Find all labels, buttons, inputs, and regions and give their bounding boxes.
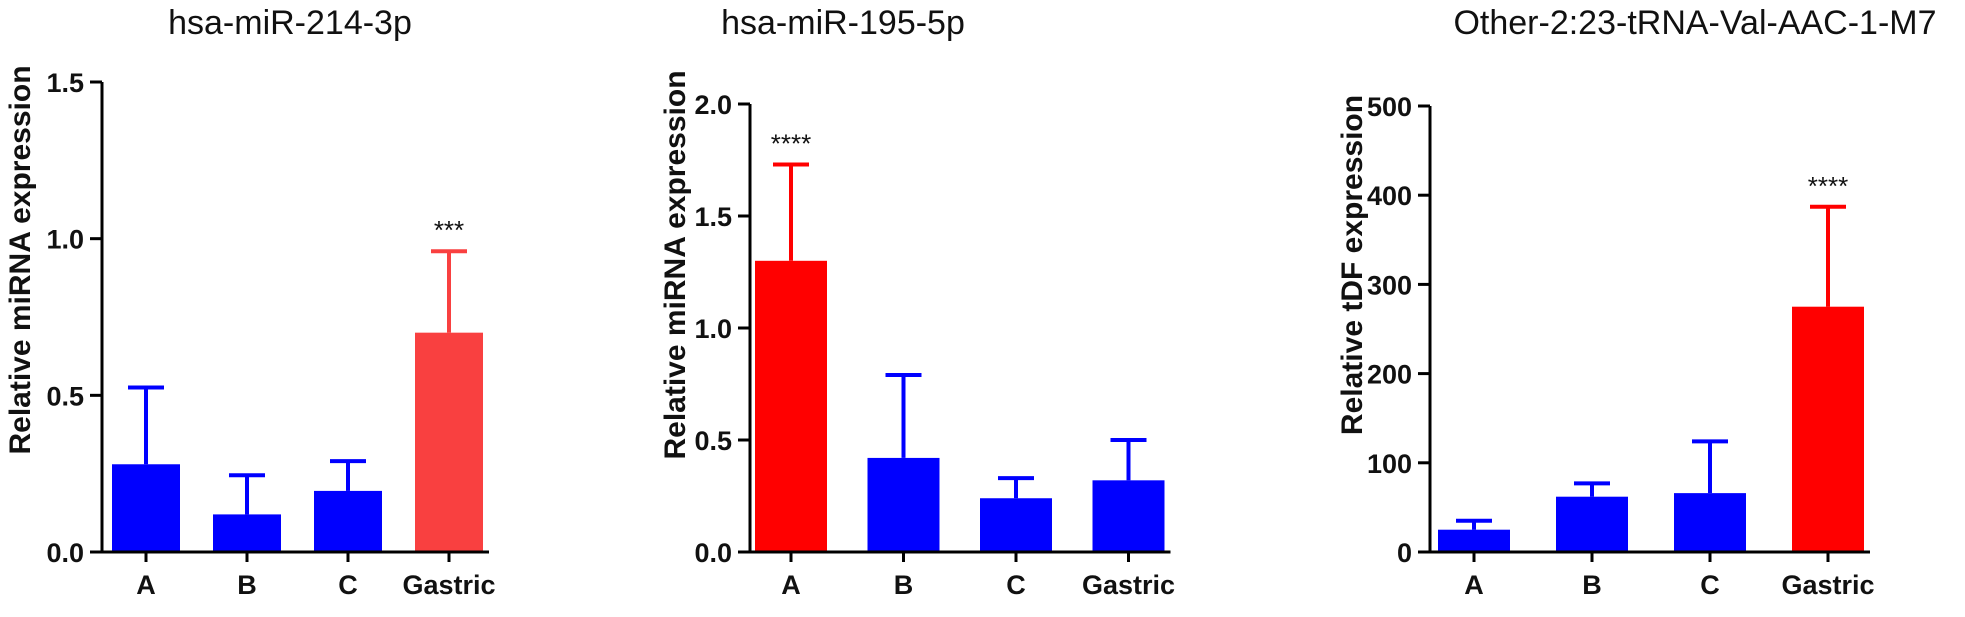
- chart-panel-mir195: hsa-miR-195-5p Relative miRNA expression…: [659, 4, 1175, 600]
- y-axis-label: Relative miRNA expression: [659, 70, 692, 459]
- x-tick-label: C: [1700, 570, 1720, 600]
- y-tick-label: 1.0: [694, 314, 732, 344]
- bar: [1092, 480, 1165, 552]
- x-tick-label: B: [894, 570, 914, 600]
- x-tick-label: B: [237, 570, 257, 600]
- bar: [213, 514, 281, 552]
- y-tick-label: 0.0: [694, 538, 732, 568]
- y-axis-label: Relative tDF expression: [1336, 95, 1369, 435]
- bar: [1674, 493, 1746, 552]
- chart-title: hsa-miR-214-3p: [168, 4, 412, 42]
- bar: [415, 332, 483, 552]
- bar: [314, 490, 382, 552]
- y-tick-label: 2.0: [694, 90, 732, 120]
- y-tick-label: 0.5: [46, 381, 84, 411]
- y-tick-label: 300: [1367, 270, 1412, 300]
- y-tick-label: 1.0: [46, 225, 84, 255]
- chart-marks: A B C **** Gastric 0 100 200 300 400 500: [1367, 92, 1875, 600]
- x-tick-label: A: [781, 570, 801, 600]
- y-tick-label: 1.5: [46, 68, 84, 98]
- bar: [755, 260, 827, 552]
- x-tick-label: Gastric: [1082, 570, 1175, 600]
- bar: [112, 464, 180, 552]
- bar: [1438, 529, 1510, 552]
- y-tick-label: 1.5: [694, 202, 732, 232]
- bar: [1792, 306, 1864, 552]
- x-tick-label: B: [1582, 570, 1602, 600]
- x-tick-label: A: [136, 570, 156, 600]
- bar: [867, 457, 940, 552]
- chart-title: Other-2:23-tRNA-Val-AAC-1-M7: [1453, 4, 1936, 42]
- y-tick-label: 0.5: [694, 426, 732, 456]
- y-tick-label: 400: [1367, 181, 1412, 211]
- y-tick-label: 100: [1367, 449, 1412, 479]
- chart-marks: **** A B C Gastric 0.0 0.5 1.0 1.5 2.0: [694, 90, 1175, 600]
- x-tick-label: C: [338, 570, 358, 600]
- x-tick-label: A: [1464, 570, 1484, 600]
- y-tick-label: 0.0: [46, 538, 84, 568]
- y-axis-label: Relative miRNA expression: [4, 65, 37, 454]
- significance-label: ****: [771, 128, 811, 158]
- x-tick-label: Gastric: [1781, 570, 1874, 600]
- y-tick-label: 0: [1397, 538, 1412, 568]
- chart-panel-trna: Other-2:23-tRNA-Val-AAC-1-M7 Relative tD…: [1336, 4, 1937, 600]
- x-tick-label: Gastric: [402, 570, 495, 600]
- x-tick-label: C: [1006, 570, 1026, 600]
- bar: [980, 498, 1052, 552]
- significance-label: ****: [1808, 171, 1848, 201]
- y-tick-label: 500: [1367, 92, 1412, 122]
- significance-label: ***: [434, 215, 464, 245]
- chart-marks: A B C *** Gastric 0.0 0.5 1.0 1.5: [46, 68, 495, 600]
- chart-title: hsa-miR-195-5p: [721, 4, 965, 42]
- chart-panel-mir214: hsa-miR-214-3p Relative miRNA expression…: [4, 4, 496, 600]
- bar: [1556, 496, 1628, 552]
- y-tick-label: 200: [1367, 360, 1412, 390]
